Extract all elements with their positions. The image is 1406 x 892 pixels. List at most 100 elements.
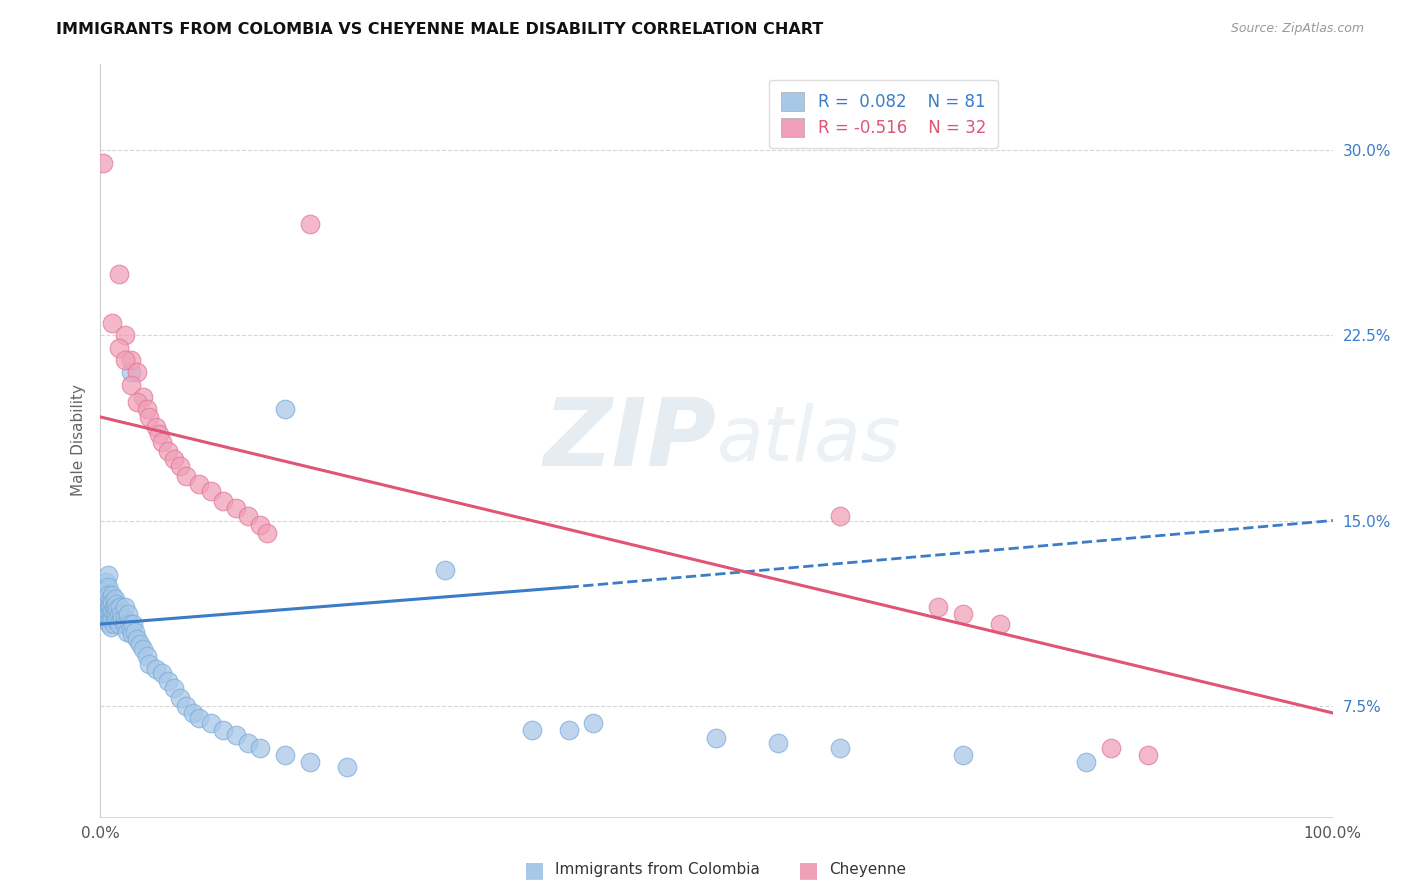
Point xyxy=(96,582,118,597)
Point xyxy=(114,353,136,368)
Point xyxy=(118,617,141,632)
Point xyxy=(127,632,149,646)
Point xyxy=(91,588,114,602)
Point xyxy=(212,493,235,508)
Point xyxy=(145,419,167,434)
Point xyxy=(200,715,222,730)
Point xyxy=(336,760,359,774)
Point xyxy=(225,728,247,742)
Point xyxy=(100,619,122,633)
Point xyxy=(828,740,851,755)
Point xyxy=(163,681,186,696)
Point xyxy=(104,612,127,626)
Point xyxy=(105,612,128,626)
Text: ■: ■ xyxy=(799,860,818,880)
Point xyxy=(828,508,851,523)
Point xyxy=(132,390,155,404)
Point xyxy=(988,617,1011,632)
Point xyxy=(138,409,160,424)
Point xyxy=(212,723,235,738)
Point xyxy=(298,756,321,770)
Point xyxy=(107,341,129,355)
Text: Source: ZipAtlas.com: Source: ZipAtlas.com xyxy=(1230,22,1364,36)
Point xyxy=(434,563,457,577)
Point xyxy=(93,599,115,614)
Point xyxy=(96,575,118,590)
Point xyxy=(136,402,159,417)
Text: Immigrants from Colombia: Immigrants from Colombia xyxy=(555,863,761,877)
Point xyxy=(103,607,125,622)
Point xyxy=(122,617,145,632)
Point xyxy=(128,637,150,651)
Point xyxy=(176,698,198,713)
Point xyxy=(101,605,124,619)
Point xyxy=(100,612,122,626)
Point xyxy=(100,605,122,619)
Point xyxy=(96,588,118,602)
Point xyxy=(101,595,124,609)
Point xyxy=(156,673,179,688)
Point xyxy=(114,612,136,626)
Point xyxy=(236,735,259,749)
Point xyxy=(557,723,579,738)
Point xyxy=(117,607,139,622)
Text: ZIP: ZIP xyxy=(544,394,717,486)
Point xyxy=(96,580,118,594)
Point xyxy=(103,617,125,632)
Point xyxy=(156,444,179,458)
Point xyxy=(94,612,117,626)
Point xyxy=(136,649,159,664)
Point xyxy=(103,599,125,614)
Point xyxy=(121,627,143,641)
Point xyxy=(115,617,138,632)
Point xyxy=(706,731,728,745)
Point xyxy=(952,607,974,622)
Point xyxy=(110,607,132,622)
Point xyxy=(94,607,117,622)
Point xyxy=(132,641,155,656)
Point xyxy=(298,218,321,232)
Point xyxy=(150,666,173,681)
Point xyxy=(97,617,120,632)
Point xyxy=(181,706,204,720)
Point xyxy=(127,366,149,380)
Point xyxy=(582,715,605,730)
Point xyxy=(148,427,170,442)
Point xyxy=(98,599,121,614)
Point xyxy=(104,592,127,607)
Point xyxy=(98,612,121,626)
Point xyxy=(107,617,129,632)
Point xyxy=(101,612,124,626)
Point xyxy=(952,747,974,762)
Point xyxy=(120,377,142,392)
Point xyxy=(101,588,124,602)
Point xyxy=(114,328,136,343)
Point xyxy=(766,735,789,749)
Point xyxy=(176,469,198,483)
Point xyxy=(93,592,115,607)
Point xyxy=(117,624,139,639)
Point xyxy=(97,607,120,622)
Point xyxy=(120,622,142,636)
Point xyxy=(105,598,128,612)
Point xyxy=(274,402,297,417)
Point xyxy=(249,518,271,533)
Point xyxy=(96,592,118,607)
Point xyxy=(120,366,142,380)
Text: atlas: atlas xyxy=(717,403,901,477)
Point xyxy=(1076,756,1098,770)
Point xyxy=(256,525,278,540)
Point xyxy=(98,592,121,607)
Point xyxy=(1099,740,1122,755)
Point xyxy=(101,316,124,330)
Point xyxy=(112,617,135,632)
Point xyxy=(108,599,131,614)
Point xyxy=(120,353,142,368)
Point xyxy=(150,434,173,449)
Point xyxy=(200,483,222,498)
Point xyxy=(169,691,191,706)
Text: Cheyenne: Cheyenne xyxy=(830,863,907,877)
Point xyxy=(163,451,186,466)
Point xyxy=(114,599,136,614)
Point xyxy=(97,599,120,614)
